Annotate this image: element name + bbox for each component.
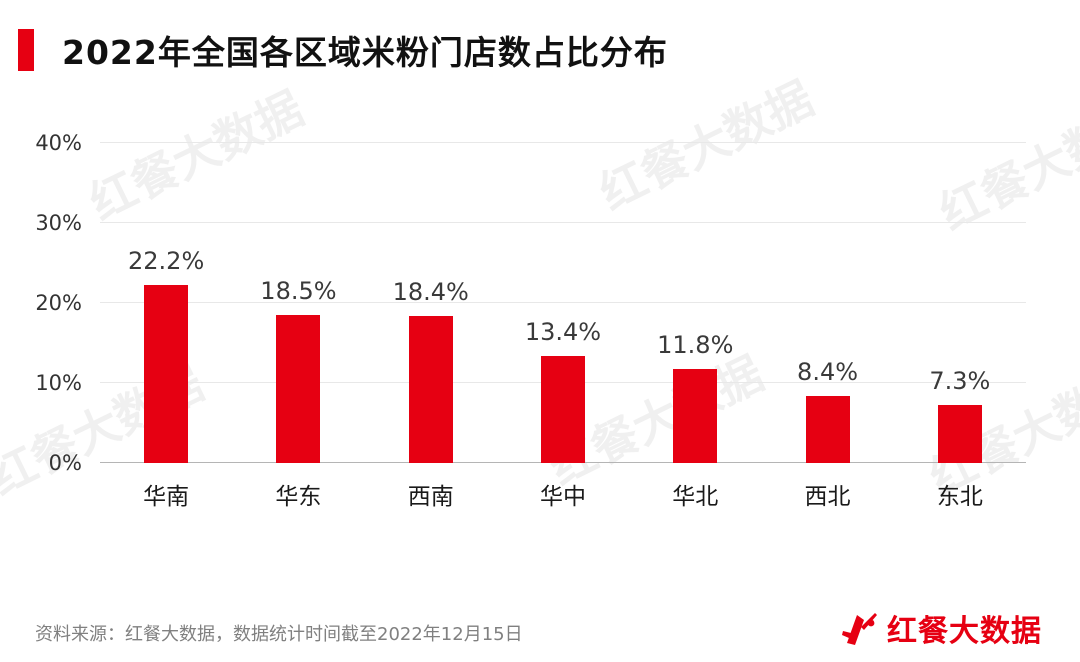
- gridline: [100, 302, 1026, 303]
- gridline: [100, 142, 1026, 143]
- hongcan-logo-icon: [842, 613, 877, 645]
- x-axis-label: 华南: [143, 484, 190, 510]
- y-tick-label: 0%: [48, 451, 82, 475]
- page-title: 2022年全国各区域米粉门店数占比分布: [62, 33, 668, 72]
- bar: [276, 315, 321, 463]
- brand-logo: 红餐大数据: [837, 606, 1042, 650]
- bar: [408, 315, 453, 463]
- x-axis-label: 华北: [672, 484, 719, 510]
- x-axis-label: 华中: [539, 484, 586, 510]
- bar-value-label: 18.4%: [392, 277, 469, 306]
- x-axis-label: 东北: [936, 484, 983, 510]
- bar-column: 18.5% 华东: [232, 143, 364, 510]
- bar-column: 18.4% 西南: [365, 143, 497, 510]
- bar-value-label: 13.4%: [524, 317, 602, 346]
- bar: [144, 285, 189, 463]
- data-source-note: 资料来源：红餐大数据，数据统计时间截至2022年12月15日: [35, 624, 523, 645]
- y-tick-label: 30%: [35, 211, 82, 235]
- gridline: [100, 222, 1026, 223]
- x-axis-label: 华东: [275, 484, 322, 510]
- bar-value-label: 8.4%: [797, 357, 859, 386]
- bar-column: 22.2% 华南: [100, 143, 232, 510]
- x-axis-label: 西南: [407, 484, 454, 510]
- bar: [540, 355, 585, 463]
- y-tick-label: 20%: [35, 291, 82, 315]
- bar-column: 8.4% 西北: [761, 143, 893, 510]
- bar-column: 7.3% 东北: [894, 143, 1026, 510]
- bars-container: 22.2% 华南 18.5% 华东 18.4% 西南 13.4% 华中 11.8% 华北 8.4% 西…: [100, 143, 1026, 510]
- chart-header: 2022年全国各区域米粉门店数占比分布: [18, 26, 668, 74]
- bar-value-label: 22.2%: [128, 247, 205, 276]
- bar-value-label: 7.3%: [929, 366, 991, 395]
- x-axis-label: 西北: [804, 484, 851, 510]
- title-accent-marker: [18, 29, 34, 71]
- brand-logo-text: 红餐大数据: [887, 614, 1042, 649]
- bar-value-label: 11.8%: [657, 330, 734, 359]
- y-tick-label: 10%: [35, 371, 82, 395]
- bar-chart: 22.2% 华南 18.5% 华东 18.4% 西南 13.4% 华中 11.8% 华北 8.4% 西…: [100, 142, 1026, 510]
- y-axis: 0% 10% 20% 30% 40%: [20, 131, 90, 475]
- bar: [805, 395, 850, 463]
- bar-value-label: 18.5%: [260, 277, 337, 305]
- bar-column: 11.8% 华北: [629, 143, 761, 510]
- y-tick-label: 40%: [35, 131, 82, 155]
- bar: [937, 404, 982, 463]
- bar-column: 13.4% 华中: [497, 143, 629, 510]
- bar: [673, 368, 718, 463]
